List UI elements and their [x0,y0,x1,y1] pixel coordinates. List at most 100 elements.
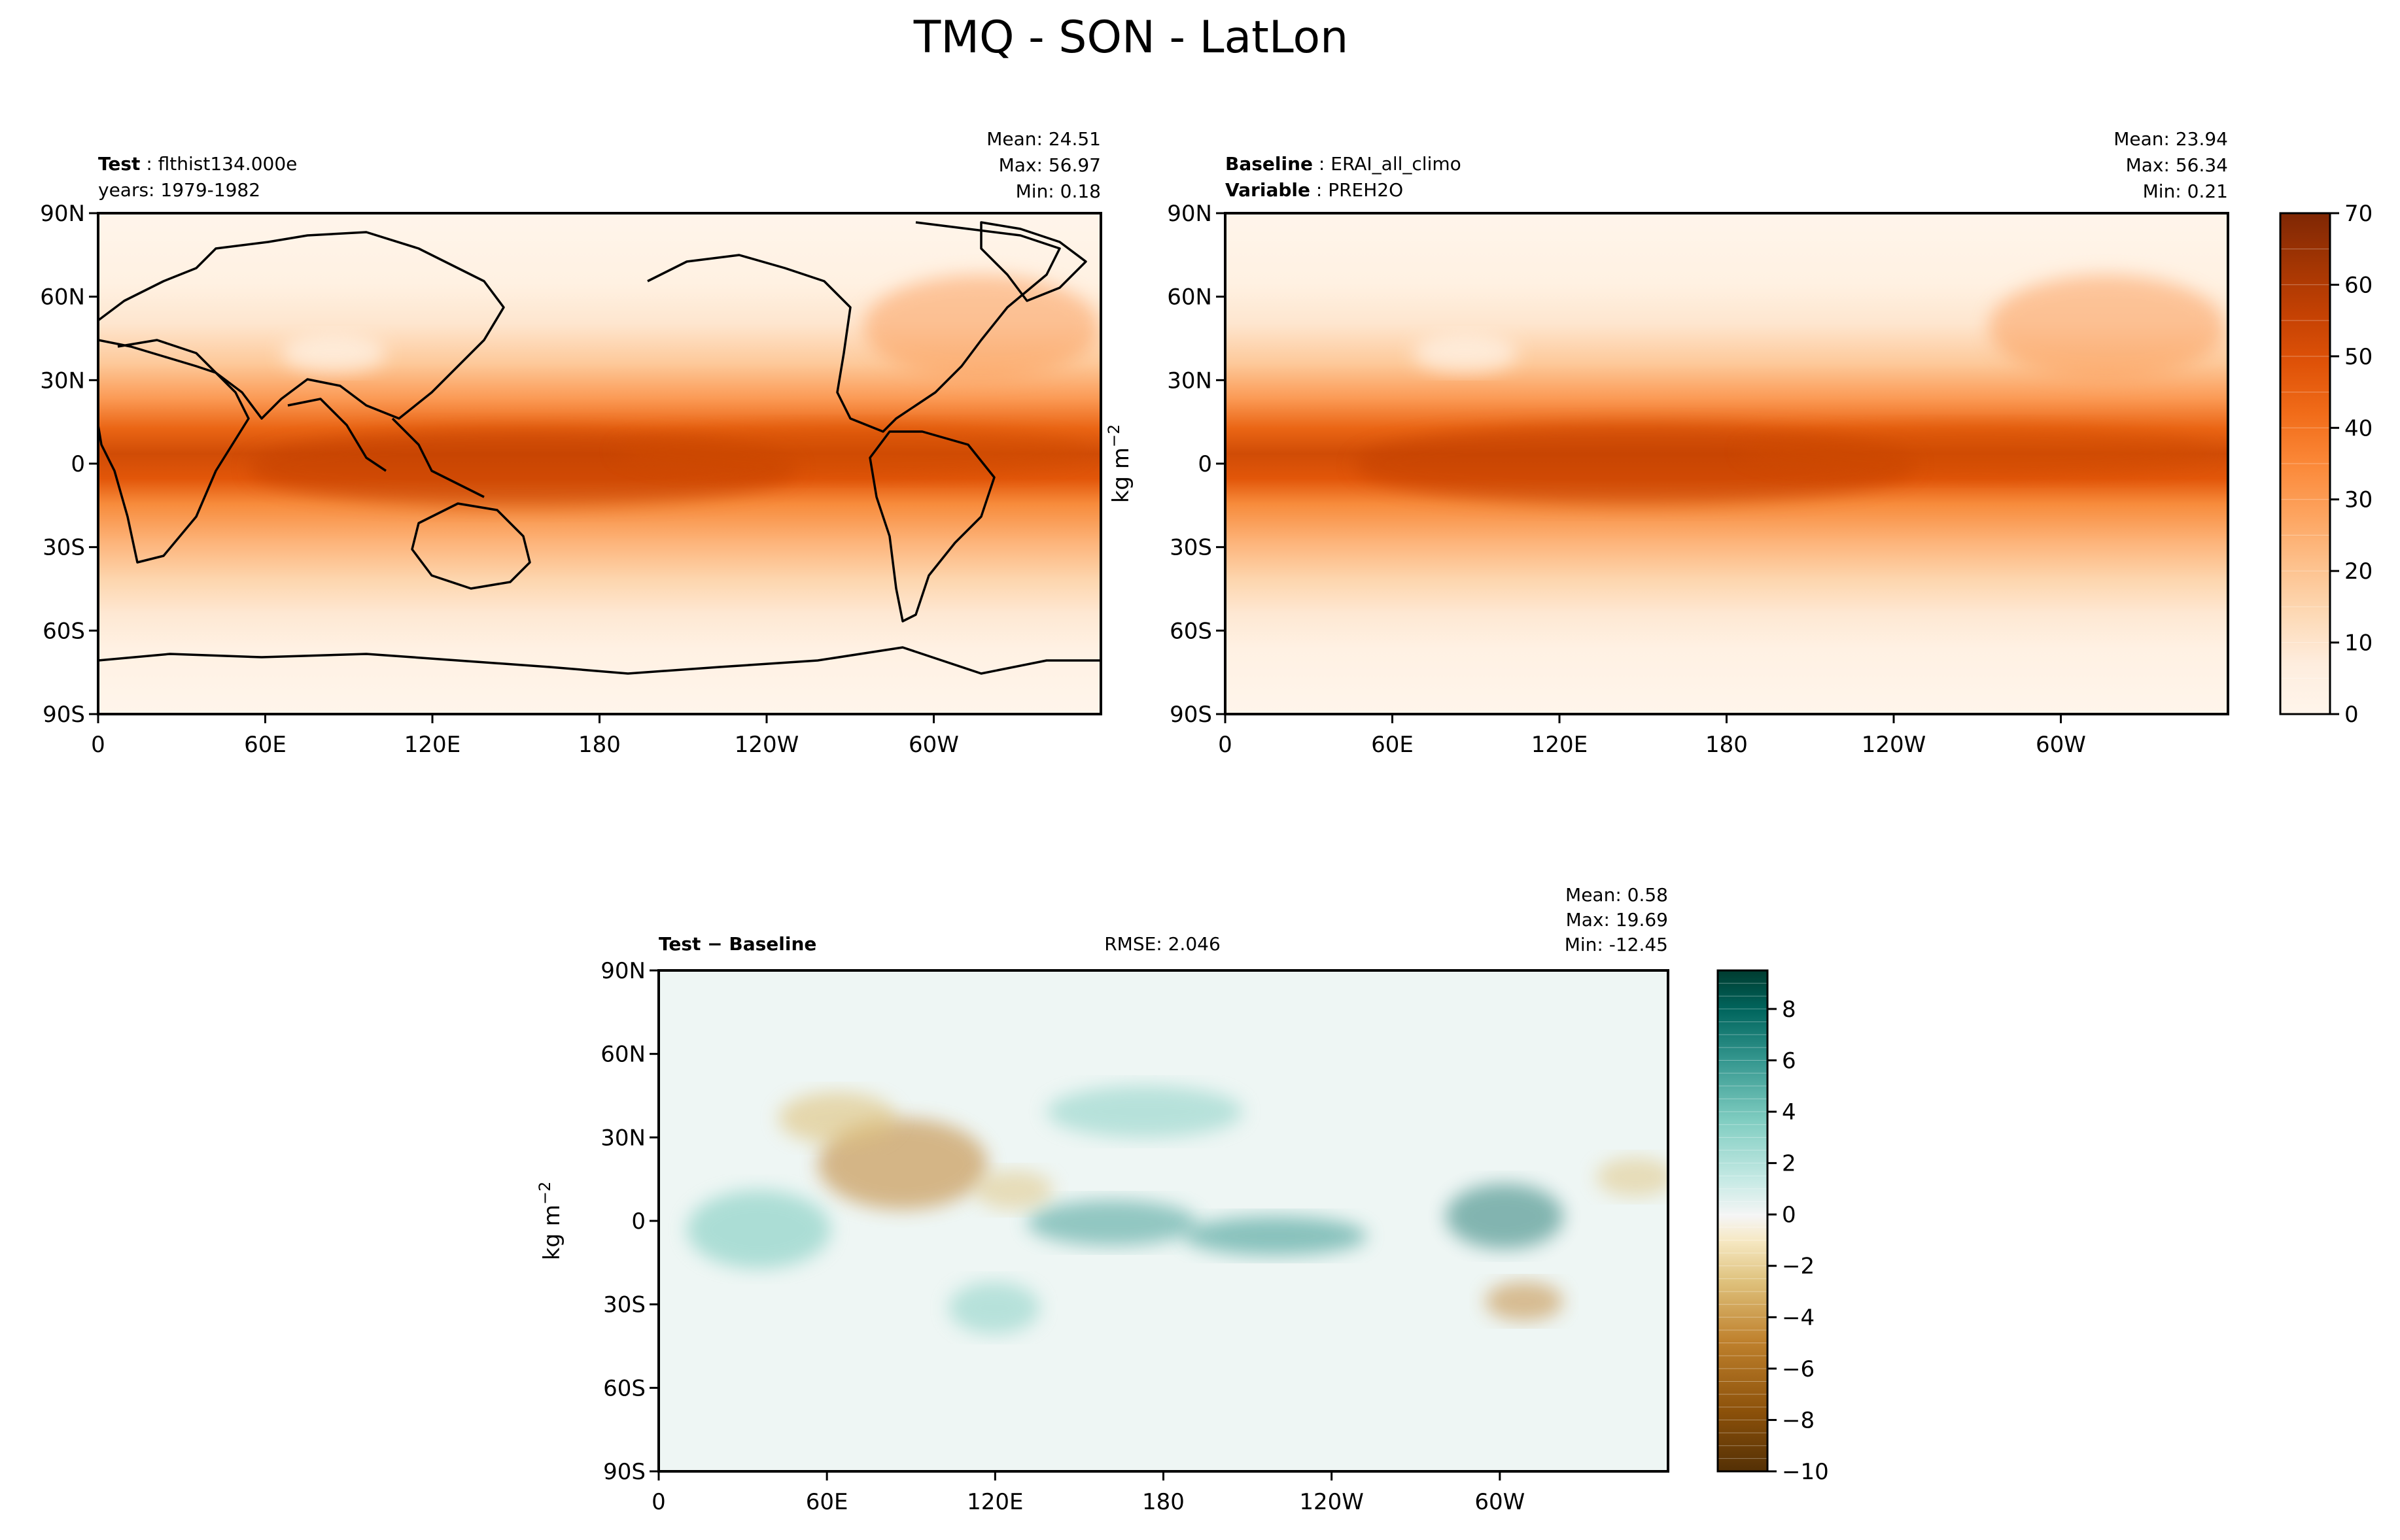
baseline-x-tick-label: 60E [1371,732,1414,758]
tmq-colorbar-fill [2280,213,2330,714]
baseline-x-tick-label: 0 [1218,732,1232,758]
test-y-tick-label: 0 [71,451,85,477]
baseline-label-bold: Baseline [1225,153,1313,175]
coast-australia [411,502,531,590]
test-label-bold: Test [98,153,140,175]
baseline-panel: 0 60E 120E 180 120W 60W 90N 60N 30N 0 30S 60S 90S Ba… [1105,128,2229,758]
test-label-text: flthist134.000e [158,153,298,175]
baseline-axis-ticks: 0 60E 120E 180 120W 60W 90N 60N 30N 0 30S 60S 90S [1167,201,2086,758]
difference-y-tick-label: 30S [603,1292,646,1318]
difference-units-exp: −2 [536,1182,554,1205]
test-y-tick-label: 60N [40,284,85,311]
baseline-x-tick-label: 120W [1862,732,1926,758]
tmq-colorbar-tick-label: 40 [2344,415,2373,441]
difference-x-tick-label: 180 [1142,1489,1185,1515]
variable-label-text: PREH2O [1328,179,1403,201]
tmq-colorbar-frame [2279,212,2331,715]
difference-colorbar-tick-label: −4 [1782,1305,1815,1331]
difference-colorbar-tick-label: 8 [1782,997,1796,1023]
tmq-colorbar-bands [2280,248,2330,679]
difference-x-tick-label: 60E [806,1489,848,1515]
test-stat-max: Max: 56.97 [999,154,1101,176]
difference-colorbar-ticks: 8 6 4 2 0 −2 −4 −6 −8 −10 [1767,997,1829,1485]
difference-colorbar-tick-label: 2 [1782,1151,1796,1177]
difference-units-label: kg m−2 [536,1182,565,1261]
difference-y-tick-label: 0 [631,1208,646,1235]
difference-colorbar-tick-label: −6 [1782,1356,1815,1382]
difference-label: Test − Baseline [659,933,816,955]
baseline-label-colon: : [1313,153,1330,175]
baseline-label: Baseline : ERAI_all_climo [1225,153,1461,175]
baseline-field-features [1354,275,2224,505]
test-y-tick-label: 90N [40,201,85,227]
test-label: Test : flthist134.000e [98,153,297,175]
baseline-y-tick-label: 60N [1167,284,1212,311]
coast-europe-asia [98,231,505,420]
test-x-tick-label: 180 [578,732,621,758]
difference-units-base: kg m [539,1205,565,1260]
test-axis-ticks: 0 60E 120E 180 120W 60W 90N 60N 30N 0 30S 60S 90S [40,201,959,758]
baseline-y-tick-label: 60S [1170,618,1212,644]
difference-axis-ticks: 0 60E 120E 180 120W 60W 90N 60N 30N 0 30S 60S 90S [600,958,1525,1515]
baseline-y-tick-label: 30S [1170,535,1212,561]
baseline-y-tick-label: 30N [1167,368,1212,394]
coast-india [287,398,387,472]
test-coastlines [98,221,1101,675]
baseline-y-tick-label: 90S [1170,702,1212,728]
baseline-units-label: kg m−2 [1105,424,1134,504]
difference-y-tick-label: 90S [603,1459,646,1485]
difference-x-tick-label: 120W [1299,1489,1364,1515]
tmq-colorbar-tick-label: 70 [2344,201,2373,227]
coast-seasia [391,417,485,498]
baseline-y-tick-label: 0 [1198,451,1212,477]
difference-x-tick-label: 60W [1474,1489,1525,1515]
difference-y-tick-label: 90N [600,958,646,984]
difference-stat-mean: Mean: 0.58 [1565,884,1668,906]
difference-colorbar-tick-label: −2 [1782,1254,1815,1280]
baseline-x-tick-label: 180 [1705,732,1748,758]
difference-panel: 0 60E 120E 180 120W 60W 90N 60N 30N 0 30S 60S 90S Te… [536,884,1669,1515]
difference-field-features [687,1086,1668,1334]
test-stat-mean: Mean: 24.51 [986,128,1101,150]
rmse-label: RMSE: 2.046 [1104,933,1221,955]
test-x-tick-label: 60W [909,732,959,758]
difference-colorbar-tick-label: 6 [1782,1048,1796,1074]
test-panel: 0 60E 120E 180 120W 60W 90N 60N 30N 0 30S 60S 90S Te… [40,128,1102,758]
difference-x-tick-label: 0 [652,1489,666,1515]
difference-stat-max: Max: 19.69 [1566,909,1668,931]
difference-stat-min: Min: -12.45 [1565,934,1668,955]
test-y-tick-label: 30S [43,535,85,561]
coast-south-america [869,430,996,623]
baseline-units-exp: −2 [1105,424,1123,447]
tmq-colorbar: 0 10 20 30 40 50 60 70 [2279,201,2373,728]
baseline-y-tick-label: 90N [1167,201,1212,227]
tmq-colorbar-tick-label: 0 [2344,702,2359,728]
coast-greenland [980,221,1087,302]
baseline-stat-max: Max: 56.34 [2126,154,2228,176]
difference-colorbar-tick-label: 4 [1782,1099,1796,1125]
tmq-colorbar-tick-label: 30 [2344,487,2373,513]
test-x-tick-label: 120W [735,732,799,758]
difference-y-tick-label: 60S [603,1375,646,1401]
test-x-tick-label: 60E [244,732,287,758]
tmq-colorbar-ticks: 0 10 20 30 40 50 60 70 [2330,201,2373,728]
difference-colorbar-fill [1718,970,1767,1471]
variable-label-colon: : [1310,179,1328,201]
variable-label: Variable : PREH2O [1225,179,1403,201]
test-y-tick-label: 90S [43,702,85,728]
coast-north-america [647,221,1061,433]
test-stat-min: Min: 0.18 [1016,180,1101,202]
difference-colorbar-frame [1716,969,1769,1473]
tmq-colorbar-tick-label: 10 [2344,630,2373,657]
coast-africa [98,339,250,564]
difference-y-tick-label: 30N [600,1125,646,1151]
baseline-x-tick-label: 120E [1531,732,1588,758]
difference-colorbar: 8 6 4 2 0 −2 −4 −6 −8 −10 [1716,969,1829,1485]
baseline-stat-mean: Mean: 23.94 [2113,128,2228,150]
test-sublabel: years: 1979-1982 [98,179,260,201]
tmq-colorbar-tick-label: 60 [2344,272,2373,298]
difference-colorbar-bands [1718,983,1767,1459]
test-x-tick-label: 0 [91,732,105,758]
difference-colorbar-tick-label: −8 [1782,1407,1815,1433]
